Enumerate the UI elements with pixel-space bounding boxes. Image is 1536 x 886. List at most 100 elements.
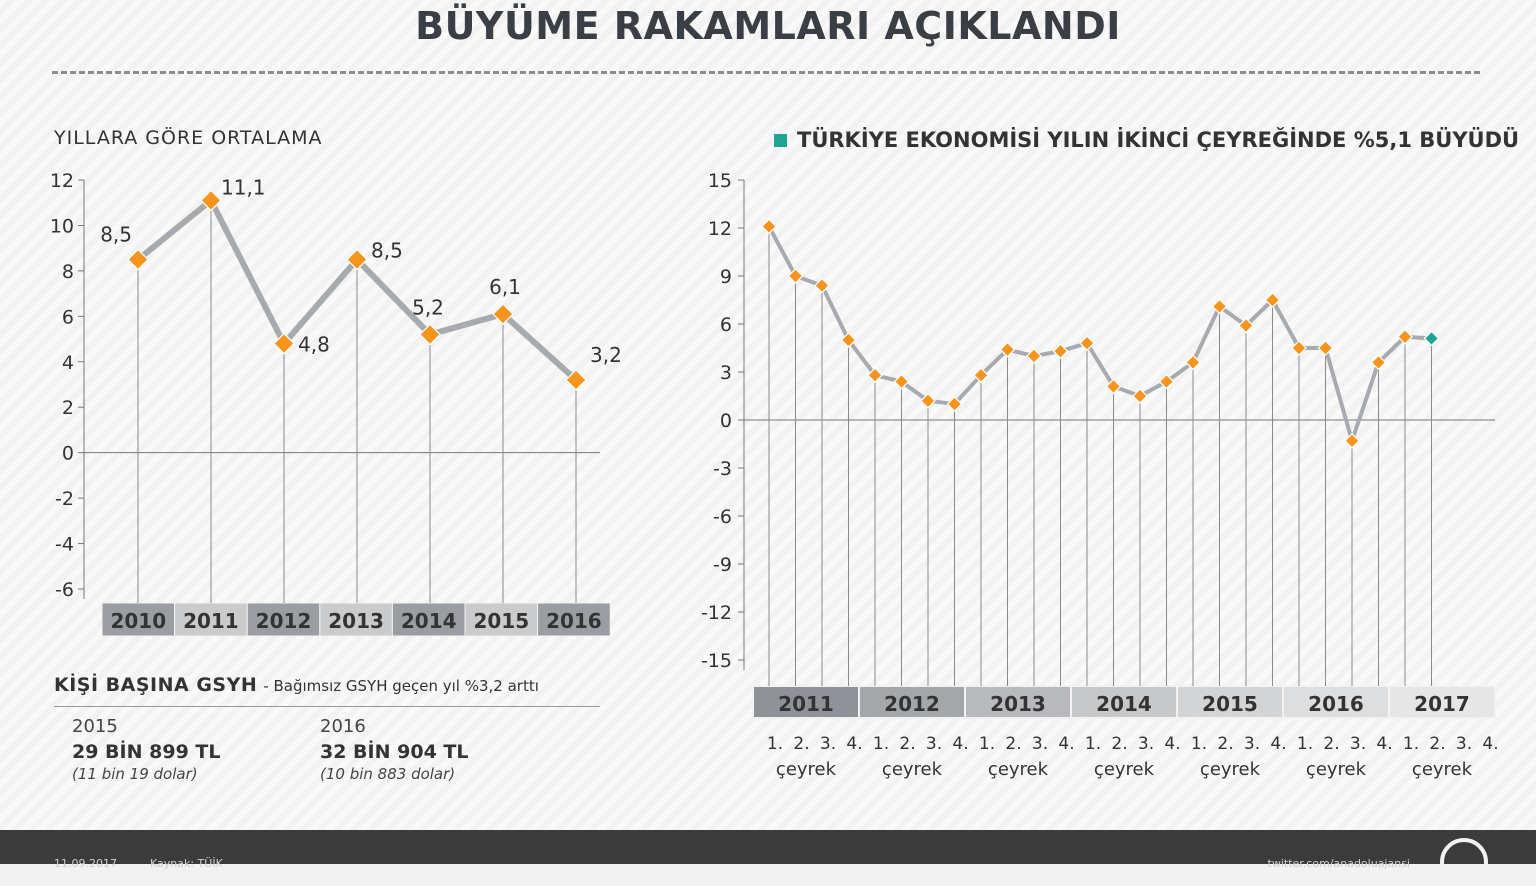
y-tick-label: 3 — [720, 362, 732, 384]
quarter-label: 4. — [1270, 734, 1286, 754]
y-tick-label: 0 — [720, 410, 732, 432]
year-band-cell — [101, 602, 176, 637]
data-point — [565, 369, 587, 391]
data-point — [1026, 348, 1042, 364]
quarter-label: 3. — [820, 734, 836, 754]
year-band-cell — [752, 685, 860, 719]
page-title: BÜYÜME RAKAMLARI AÇIKLANDI — [415, 4, 1121, 48]
data-point — [1158, 373, 1175, 390]
quarter-word-label: çeyrek — [988, 759, 1049, 780]
quarter-label: 4. — [952, 734, 968, 754]
data-point — [893, 373, 910, 390]
data-label: 5,2 — [412, 296, 444, 320]
data-point — [1317, 340, 1334, 356]
year-band-cell — [246, 602, 321, 637]
y-tick-label: -2 — [55, 488, 74, 510]
quarter-label: 2. — [1111, 734, 1127, 754]
series-line — [767, 225, 1432, 443]
x-year-label: 2013 — [990, 692, 1046, 716]
data-point — [273, 332, 295, 355]
y-tick-label: 6 — [62, 306, 74, 328]
gsyh-usd: (10 bin 883 dolar) — [320, 765, 456, 783]
quarter-label: 4. — [1164, 734, 1180, 754]
y-tick-label: 10 — [50, 215, 74, 237]
quarter-label: 2. — [899, 734, 915, 754]
data-point — [127, 248, 149, 271]
x-tick-label: 2012 — [256, 609, 312, 633]
y-tick-label: 4 — [62, 352, 74, 374]
quarter-label: 4. — [846, 734, 862, 754]
data-point — [346, 248, 368, 271]
data-point — [814, 277, 830, 294]
year-band-cell — [1282, 685, 1390, 719]
data-point — [867, 367, 883, 384]
x-tick-label: 2010 — [110, 609, 166, 633]
data-point — [1132, 388, 1148, 404]
quarter-label: 1. — [1403, 734, 1419, 754]
quarter-label: 4. — [1376, 734, 1392, 754]
year-band-cell — [1070, 685, 1178, 719]
x-tick-label: 2016 — [546, 609, 602, 633]
y-tick-label: -6 — [713, 506, 732, 528]
gsyh-value: 29 BİN 899 TL — [72, 741, 221, 763]
quarter-label: 2. — [1323, 734, 1339, 754]
x-tick-label: 2011 — [183, 609, 239, 633]
x-year-label: 2017 — [1414, 692, 1470, 716]
y-tick-label: 15 — [708, 170, 732, 192]
series-line — [136, 197, 579, 383]
data-point — [999, 341, 1016, 358]
gsyh-2016: 2016 32 BİN 904 TL (10 bin 883 dolar) — [320, 716, 468, 783]
quarter-word-label: çeyrek — [1200, 759, 1261, 780]
highlight-data-point — [1423, 330, 1440, 347]
left-chart-subtitle: YILLARA GÖRE ORTALAMA — [54, 127, 323, 149]
data-point — [1370, 354, 1387, 371]
gsyh-divider — [54, 706, 600, 707]
quarter-label: 3. — [926, 734, 942, 754]
y-tick-label: 6 — [720, 314, 732, 336]
quarter-label: 1. — [1085, 734, 1101, 754]
quarter-label: 4. — [1482, 734, 1498, 754]
data-point — [492, 303, 514, 325]
y-tick-label: 0 — [62, 443, 74, 465]
data-point — [1397, 328, 1413, 345]
year-band-cell — [391, 602, 466, 637]
data-label: 11,1 — [221, 175, 266, 199]
y-tick-label: 12 — [708, 218, 732, 240]
y-tick-label: -6 — [55, 579, 74, 601]
quarter-word-label: çeyrek — [1094, 759, 1155, 780]
gsyh-2015: 2015 29 BİN 899 TL (11 bin 19 dolar) — [72, 716, 220, 783]
data-point — [419, 323, 441, 346]
y-tick-label: -4 — [55, 534, 74, 556]
quarter-label: 1. — [1191, 734, 1207, 754]
year-band-cell — [964, 685, 1072, 719]
year-band-cell — [1388, 685, 1496, 719]
quarter-label: 3. — [1244, 734, 1260, 754]
data-label: 8,5 — [371, 239, 403, 263]
teal-square-icon — [774, 133, 787, 147]
data-point — [1185, 354, 1201, 371]
y-tick-label: -9 — [713, 554, 732, 576]
data-point — [1079, 335, 1095, 352]
quarter-label: 4. — [1058, 734, 1074, 754]
data-point — [840, 332, 857, 348]
x-year-label: 2014 — [1096, 692, 1152, 716]
quarter-word-label: çeyrek — [1412, 759, 1473, 780]
y-tick-label: 12 — [50, 170, 74, 192]
data-point — [1105, 378, 1122, 395]
x-year-label: 2011 — [778, 692, 834, 716]
x-year-label: 2015 — [1202, 692, 1258, 716]
data-point — [787, 268, 804, 284]
gsyh-title: KİŞİ BAŞINA GSYH — [54, 674, 258, 696]
data-label: 4,8 — [298, 333, 330, 357]
title-divider — [52, 71, 1480, 74]
quarter-word-label: çeyrek — [882, 759, 943, 780]
data-point — [200, 189, 222, 212]
quarter-label: 2. — [1005, 734, 1021, 754]
data-point — [761, 218, 777, 235]
x-tick-label: 2015 — [473, 609, 529, 633]
data-label: 6,1 — [489, 275, 521, 299]
agency-logo-icon — [1440, 838, 1488, 886]
quarter-label: 3. — [1032, 734, 1048, 754]
data-point — [1238, 317, 1254, 334]
y-tick-label: -3 — [713, 458, 732, 480]
